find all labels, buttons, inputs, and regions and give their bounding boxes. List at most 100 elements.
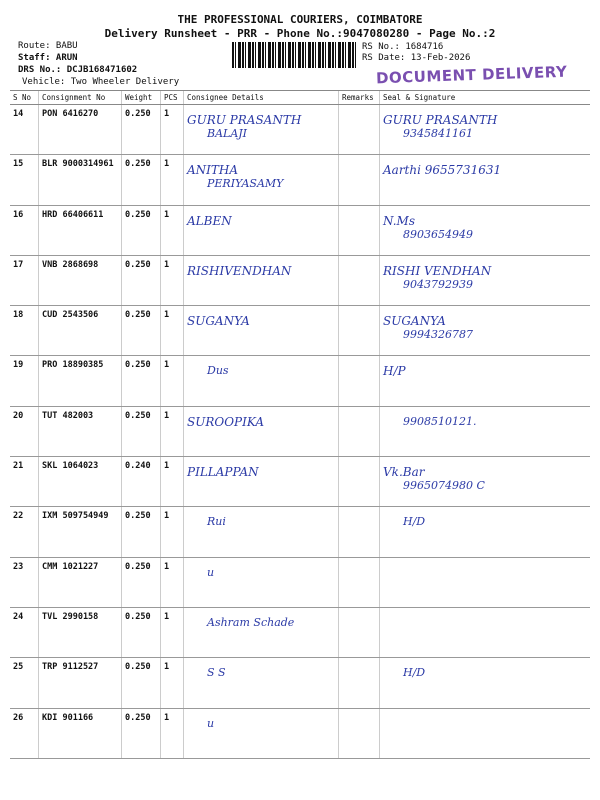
seal-signature: GURU PRASANTH 9345841161 [379,104,590,156]
table-row: 18 CUD 2543506 0.250 1 SUGANYA SUGANYA 9994326… [10,305,590,357]
consignment-number: TRP 9112527 [38,657,122,709]
col-remarks: Remarks [338,90,380,105]
table-row: 21 SKL 1064023 0.240 1 PILLAPPAN Vk.Bar 996507… [10,456,590,508]
remarks [338,456,380,508]
consignee-name: GURU PRASANTH [187,113,302,127]
drs-number: DRS No.: DCJB168471602 [18,65,138,75]
weight: 0.250 [121,355,161,407]
pieces: 1 [160,557,184,608]
serial-number: 17 [10,255,39,307]
seal-signature: SUGANYA 9994326787 [379,305,590,357]
consignee-details: PILLAPPAN [183,456,339,508]
consignee-name-line2: Rui [207,515,226,529]
table-row: 25 TRP 9112527 0.250 1 S S H/D [10,657,590,709]
consignment-number: CMM 1021227 [38,557,122,608]
signature: GURU PRASANTH [383,113,498,127]
consignee-details: Ashram Schade [183,607,339,659]
consignee-name-line2: u [207,716,215,730]
runsheet-table: S No Consignment No Weight PCS Consignee… [10,90,590,759]
consignment-number: TUT 482003 [38,406,122,458]
weight: 0.250 [121,506,161,558]
consignee-name: SUROOPIKA [187,414,265,429]
runsheet-subtitle: Delivery Runsheet - PRR - Phone No.:9047… [104,27,496,40]
consignee-details: SUROOPIKA [183,406,339,458]
consignment-number: TVL 2990158 [38,607,122,659]
signature-phone: H/D [403,666,426,680]
consignee-name-line2: u [207,565,215,579]
serial-number: 24 [10,607,39,659]
signature: Aarthi 9655731631 [383,163,502,178]
signature-phone: 9994326787 [403,328,473,342]
serial-number: 20 [10,406,39,458]
consignee-name: PILLAPPAN [187,465,259,480]
seal-signature: 9908510121. [379,406,590,458]
vehicle: Vehicle: Two Wheeler Delivery [22,77,180,87]
consignee-details: GURU PRASANTH BALAJI [183,104,339,156]
serial-number: 22 [10,506,39,558]
serial-number: 18 [10,305,39,357]
remarks [338,154,380,206]
seal-signature [379,708,590,759]
consignment-number: PON 6416270 [38,104,122,156]
signature: SUGANYA [383,314,446,329]
staff: Staff: ARUN [18,53,78,63]
consignee-details: u [183,557,339,608]
consignment-number: SKL 1064023 [38,456,122,508]
consignee-details: ANITHA PERIYASAMY [183,154,339,206]
pieces: 1 [160,456,184,508]
serial-number: 14 [10,104,39,156]
pieces: 1 [160,607,184,659]
consignment-number: KDI 901166 [38,708,122,759]
remarks [338,255,380,307]
consignee-name-line2: S S [207,666,226,680]
weight: 0.250 [121,154,161,206]
consignee-name-line2: BALAJI [207,127,248,140]
consignee-name: RISHIVENDHAN [187,263,292,278]
seal-signature [379,557,590,608]
consignment-number: VNB 2868698 [38,255,122,307]
table-row: 24 TVL 2990158 0.250 1 Ashram Schade [10,607,590,659]
remarks [338,557,380,608]
consignee-details: SUGANYA [183,305,339,357]
signature: Vk.Bar [383,465,425,480]
consignee-name-line2: PERIYASAMY [207,177,284,191]
serial-number: 21 [10,456,39,508]
signature: N.Ms [383,213,415,228]
route: Route: BABU [18,41,78,51]
seal-signature: Vk.Bar 9965074980 C [379,456,590,508]
col-signature: Seal & Signature [379,90,590,105]
serial-number: 23 [10,557,39,608]
remarks [338,506,380,558]
col-pcs: PCS [160,90,184,105]
seal-signature: H/P [379,355,590,407]
weight: 0.250 [121,305,161,357]
pieces: 1 [160,708,184,759]
signature: H/P [383,364,406,379]
consignee-name-line2: Ashram Schade [207,615,295,629]
table-row: 14 PON 6416270 0.250 1 GURU PRASANTH BALAJI GU… [10,104,590,156]
seal-signature: H/D [379,657,590,709]
company-title: THE PROFESSIONAL COURIERS, COIMBATORE [177,13,423,26]
remarks [338,657,380,709]
remarks [338,104,380,156]
rs-number: RS No.: 1684716 [362,42,444,52]
col-weight: Weight [121,90,161,105]
consignee-name: ALBEN [187,213,232,228]
consignee-name-line2: Dus [207,364,229,378]
remarks [338,708,380,759]
remarks [338,406,380,458]
table-row: 19 PRO 18890385 0.250 1 Dus H/P [10,355,590,407]
document-delivery-stamp: DOCUMENT DELIVERY [375,62,568,88]
consignee-details: S S [183,657,339,709]
weight: 0.250 [121,607,161,659]
pieces: 1 [160,406,184,458]
table-row: 17 VNB 2868698 0.250 1 RISHIVENDHAN RISHI VEN… [10,255,590,307]
weight: 0.250 [121,205,161,256]
barcode [232,42,358,68]
signature-phone: 8903654949 [403,227,473,241]
col-consignee: Consignee Details [183,90,339,105]
pieces: 1 [160,255,184,307]
table-row: 20 TUT 482003 0.250 1 SUROOPIKA 9908510121. [10,406,590,458]
table-row: 22 IXM 509754949 0.250 1 Rui H/D [10,506,590,558]
